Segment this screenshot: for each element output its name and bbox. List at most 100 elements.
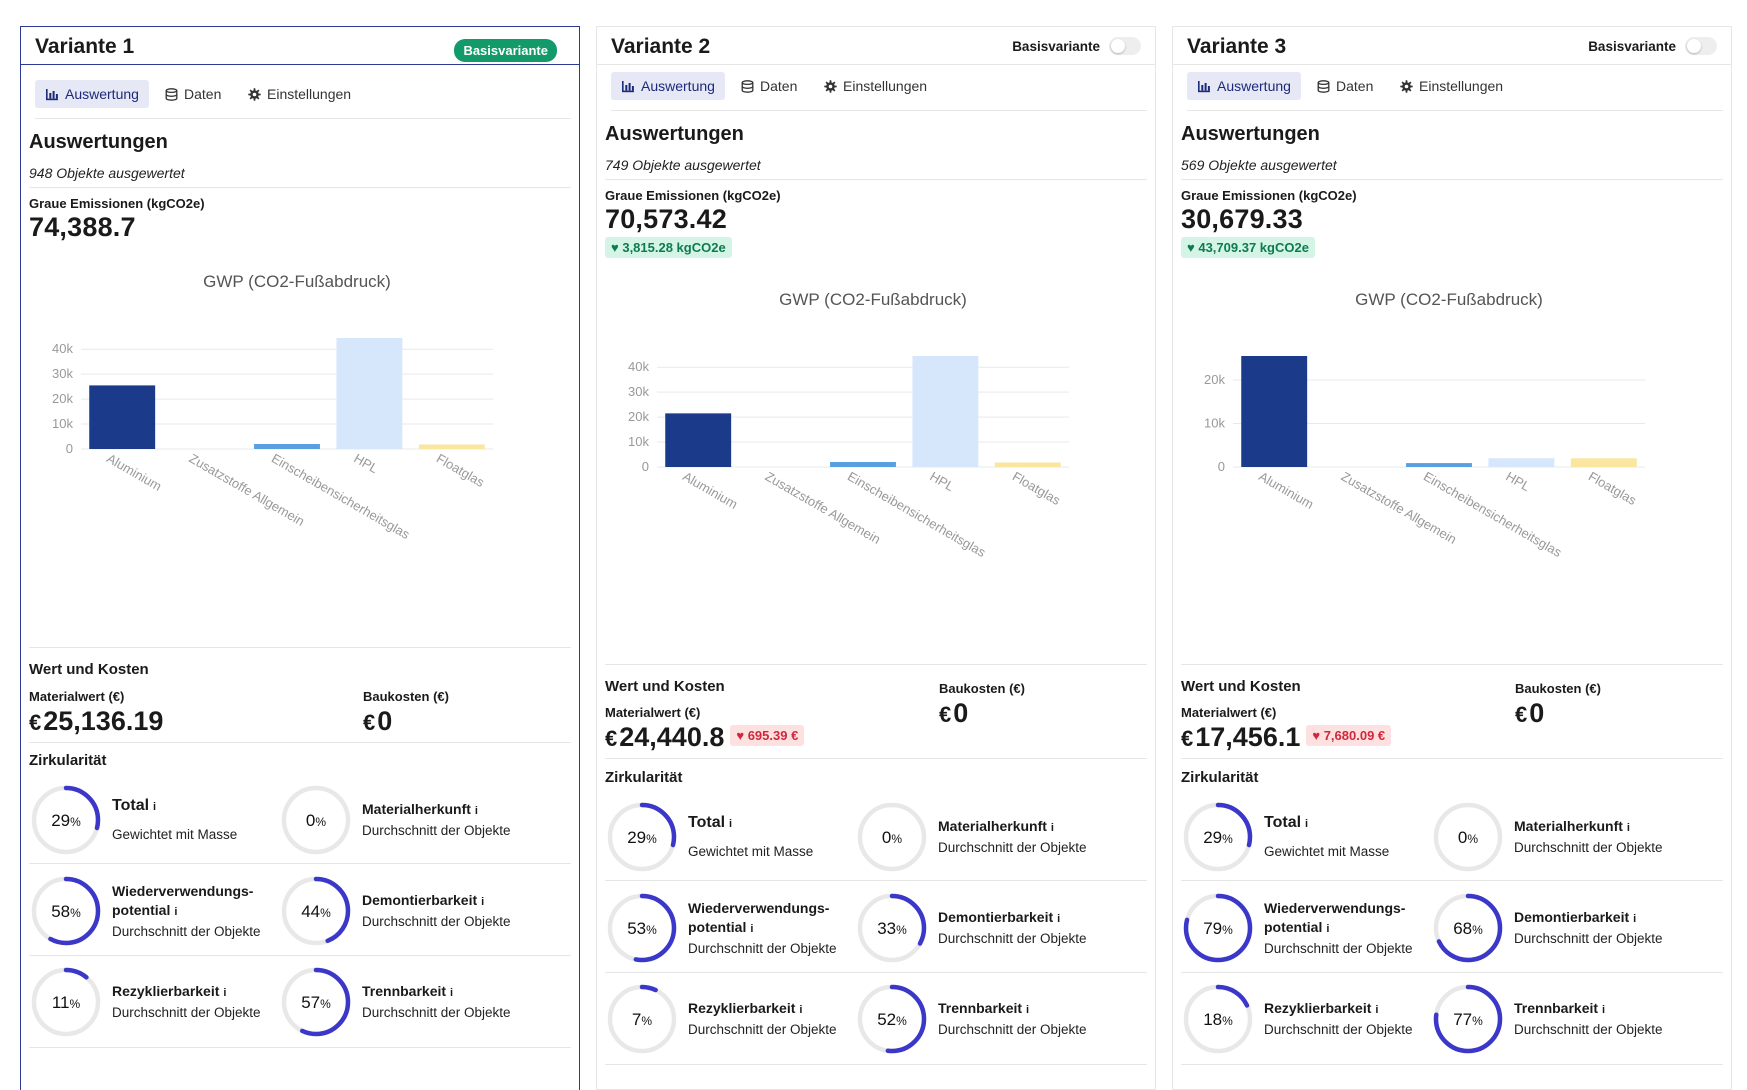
percent-text: 57%	[301, 993, 331, 1012]
bar-aluminium[interactable]	[1241, 356, 1308, 467]
bar-hpl[interactable]	[912, 356, 979, 467]
bar-hpl[interactable]	[1488, 458, 1555, 467]
circ-title: Demontierbarkeit i	[1514, 908, 1704, 929]
variant-card-2[interactable]: Variante 2 Basisvariante Auswertung Date…	[596, 26, 1156, 1090]
objects-count: 948 Objekte ausgewertet	[29, 165, 185, 181]
tab-auswertung[interactable]: Auswertung	[35, 80, 149, 108]
percent-text: 7%	[632, 1010, 652, 1029]
info-icon[interactable]: i	[1305, 818, 1309, 830]
info-icon[interactable]: i	[799, 1004, 803, 1016]
bar-floatglas[interactable]	[418, 444, 485, 449]
percent-text: 77%	[1453, 1010, 1483, 1029]
percent-value: 77	[1453, 1010, 1472, 1029]
info-icon[interactable]: i	[1057, 913, 1061, 925]
circ-sub: Gewichtet mit Masse	[688, 844, 814, 859]
baukosten-value: €0	[939, 698, 1025, 729]
bar-aluminium[interactable]	[89, 385, 156, 449]
tab-label: Auswertung	[65, 86, 139, 102]
tab-einstellungen[interactable]: Einstellungen	[238, 80, 361, 108]
database-icon	[1317, 79, 1330, 93]
percent-text: 79%	[1203, 919, 1233, 938]
info-icon[interactable]: i	[1633, 913, 1637, 925]
bar-einscheibensicherheitsglas[interactable]	[830, 462, 896, 467]
x-tick-label: Floatglas	[1586, 469, 1640, 509]
circularity-total: 29% Total i Gewichtet mit Masse	[605, 800, 875, 874]
info-icon[interactable]: i	[153, 801, 157, 813]
info-icon[interactable]: i	[729, 818, 733, 830]
bar-floatglas[interactable]	[994, 462, 1061, 467]
tab-einstellungen[interactable]: Einstellungen	[1390, 72, 1513, 100]
wert-und-kosten-heading: Wert und Kosten	[605, 678, 725, 695]
circ-title-text: Rezyklierbarkeit	[688, 1000, 796, 1016]
progress-arc	[281, 967, 351, 1037]
materialwert-number: 24,440.8	[619, 722, 725, 752]
circ-text: Trennbarkeit i Durchschnitt der Objekte	[1514, 982, 1704, 1056]
circularity-total: 29% Total i Gewichtet mit Masse	[1181, 800, 1451, 874]
info-icon[interactable]: i	[1602, 1004, 1606, 1016]
bar-einscheibensicherheitsglas[interactable]	[1406, 463, 1472, 467]
circ-text: Wiederverwendungs- potential i Durchschni…	[112, 874, 302, 948]
info-icon[interactable]: i	[474, 805, 478, 817]
tab-auswertung[interactable]: Auswertung	[611, 72, 725, 100]
percent-text: 29%	[1203, 828, 1233, 847]
basisvariante-toggle[interactable]	[1685, 37, 1717, 55]
materialwert-number: 17,456.1	[1195, 722, 1301, 752]
tab-label: Daten	[760, 78, 798, 94]
bar-floatglas[interactable]	[1570, 458, 1637, 467]
progress-arc	[607, 984, 677, 1054]
variant-card-1[interactable]: Variante 1 Basisvariante Auswertung Date…	[20, 26, 580, 1090]
info-icon[interactable]: i	[223, 987, 227, 999]
bar-hpl[interactable]	[336, 338, 403, 449]
zirkularitaet-heading: Zirkularität	[29, 752, 107, 769]
percent-value: 68	[1453, 919, 1472, 938]
circ-sub: Durchschnitt der Objekte	[112, 923, 261, 939]
circ-title-text: Demontierbarkeit	[1514, 909, 1630, 925]
emissions-value: 74,388.7	[29, 212, 136, 242]
bar-einscheibensicherheitsglas[interactable]	[254, 444, 320, 449]
info-icon[interactable]: i	[1326, 922, 1330, 935]
baukosten-block: Baukosten (€) €0	[363, 689, 449, 737]
tab-daten[interactable]: Daten	[731, 72, 807, 100]
divider	[605, 972, 1147, 973]
variant-tabs: Auswertung Daten Einstellungen	[35, 73, 571, 119]
progress-ring: 0%	[857, 802, 927, 872]
tab-einstellungen[interactable]: Einstellungen	[814, 72, 937, 100]
percent-text: 44%	[301, 902, 331, 921]
circ-sub: Durchschnitt der Objekte	[688, 1022, 837, 1037]
tab-auswertung[interactable]: Auswertung	[1187, 72, 1301, 100]
x-tick-label: Einscheibensicherheitsglas	[269, 451, 413, 543]
info-icon[interactable]: i	[450, 987, 454, 999]
info-icon[interactable]: i	[1626, 822, 1630, 834]
percent-text: 53%	[627, 919, 657, 938]
materialwert-label: Materialwert (€)	[1181, 705, 1277, 720]
circ-title: Materialherkunft i	[1514, 817, 1704, 838]
tab-label: Auswertung	[1217, 78, 1291, 94]
circularity-trennbarkeit: 77% Trennbarkeit i Durchschnitt der Objek…	[1431, 982, 1701, 1056]
variant-card-3[interactable]: Variante 3 Basisvariante Auswertung Date…	[1172, 26, 1732, 1090]
y-tick-label: 0	[66, 441, 73, 456]
tab-daten[interactable]: Daten	[1307, 72, 1383, 100]
x-tick-label: HPL	[351, 451, 380, 477]
basisvariante-toggle[interactable]	[1109, 37, 1141, 55]
currency-symbol: €	[939, 702, 952, 727]
info-icon[interactable]: i	[1375, 1004, 1379, 1016]
tab-label: Einstellungen	[843, 78, 928, 94]
divider	[605, 758, 1147, 759]
percent-sign: %	[1467, 832, 1478, 846]
percent-sign: %	[320, 997, 331, 1011]
currency-symbol: €	[1181, 726, 1194, 751]
auswertungen-heading: Auswertungen	[1181, 123, 1320, 145]
info-icon[interactable]: i	[1050, 822, 1054, 834]
materialwert-delta: 695.39 €	[747, 728, 799, 744]
info-icon[interactable]: i	[174, 905, 178, 918]
bar-aluminium[interactable]	[665, 413, 732, 467]
info-icon[interactable]: i	[481, 896, 485, 908]
circ-title-line2: potential i	[112, 901, 302, 922]
baukosten-number: 0	[1529, 698, 1545, 728]
percent-sign: %	[646, 923, 657, 937]
circ-title-text: Demontierbarkeit	[938, 909, 1054, 925]
tab-daten[interactable]: Daten	[155, 80, 231, 108]
wert-und-kosten-heading: Wert und Kosten	[29, 661, 149, 678]
info-icon[interactable]: i	[750, 922, 754, 935]
info-icon[interactable]: i	[1026, 1004, 1030, 1016]
